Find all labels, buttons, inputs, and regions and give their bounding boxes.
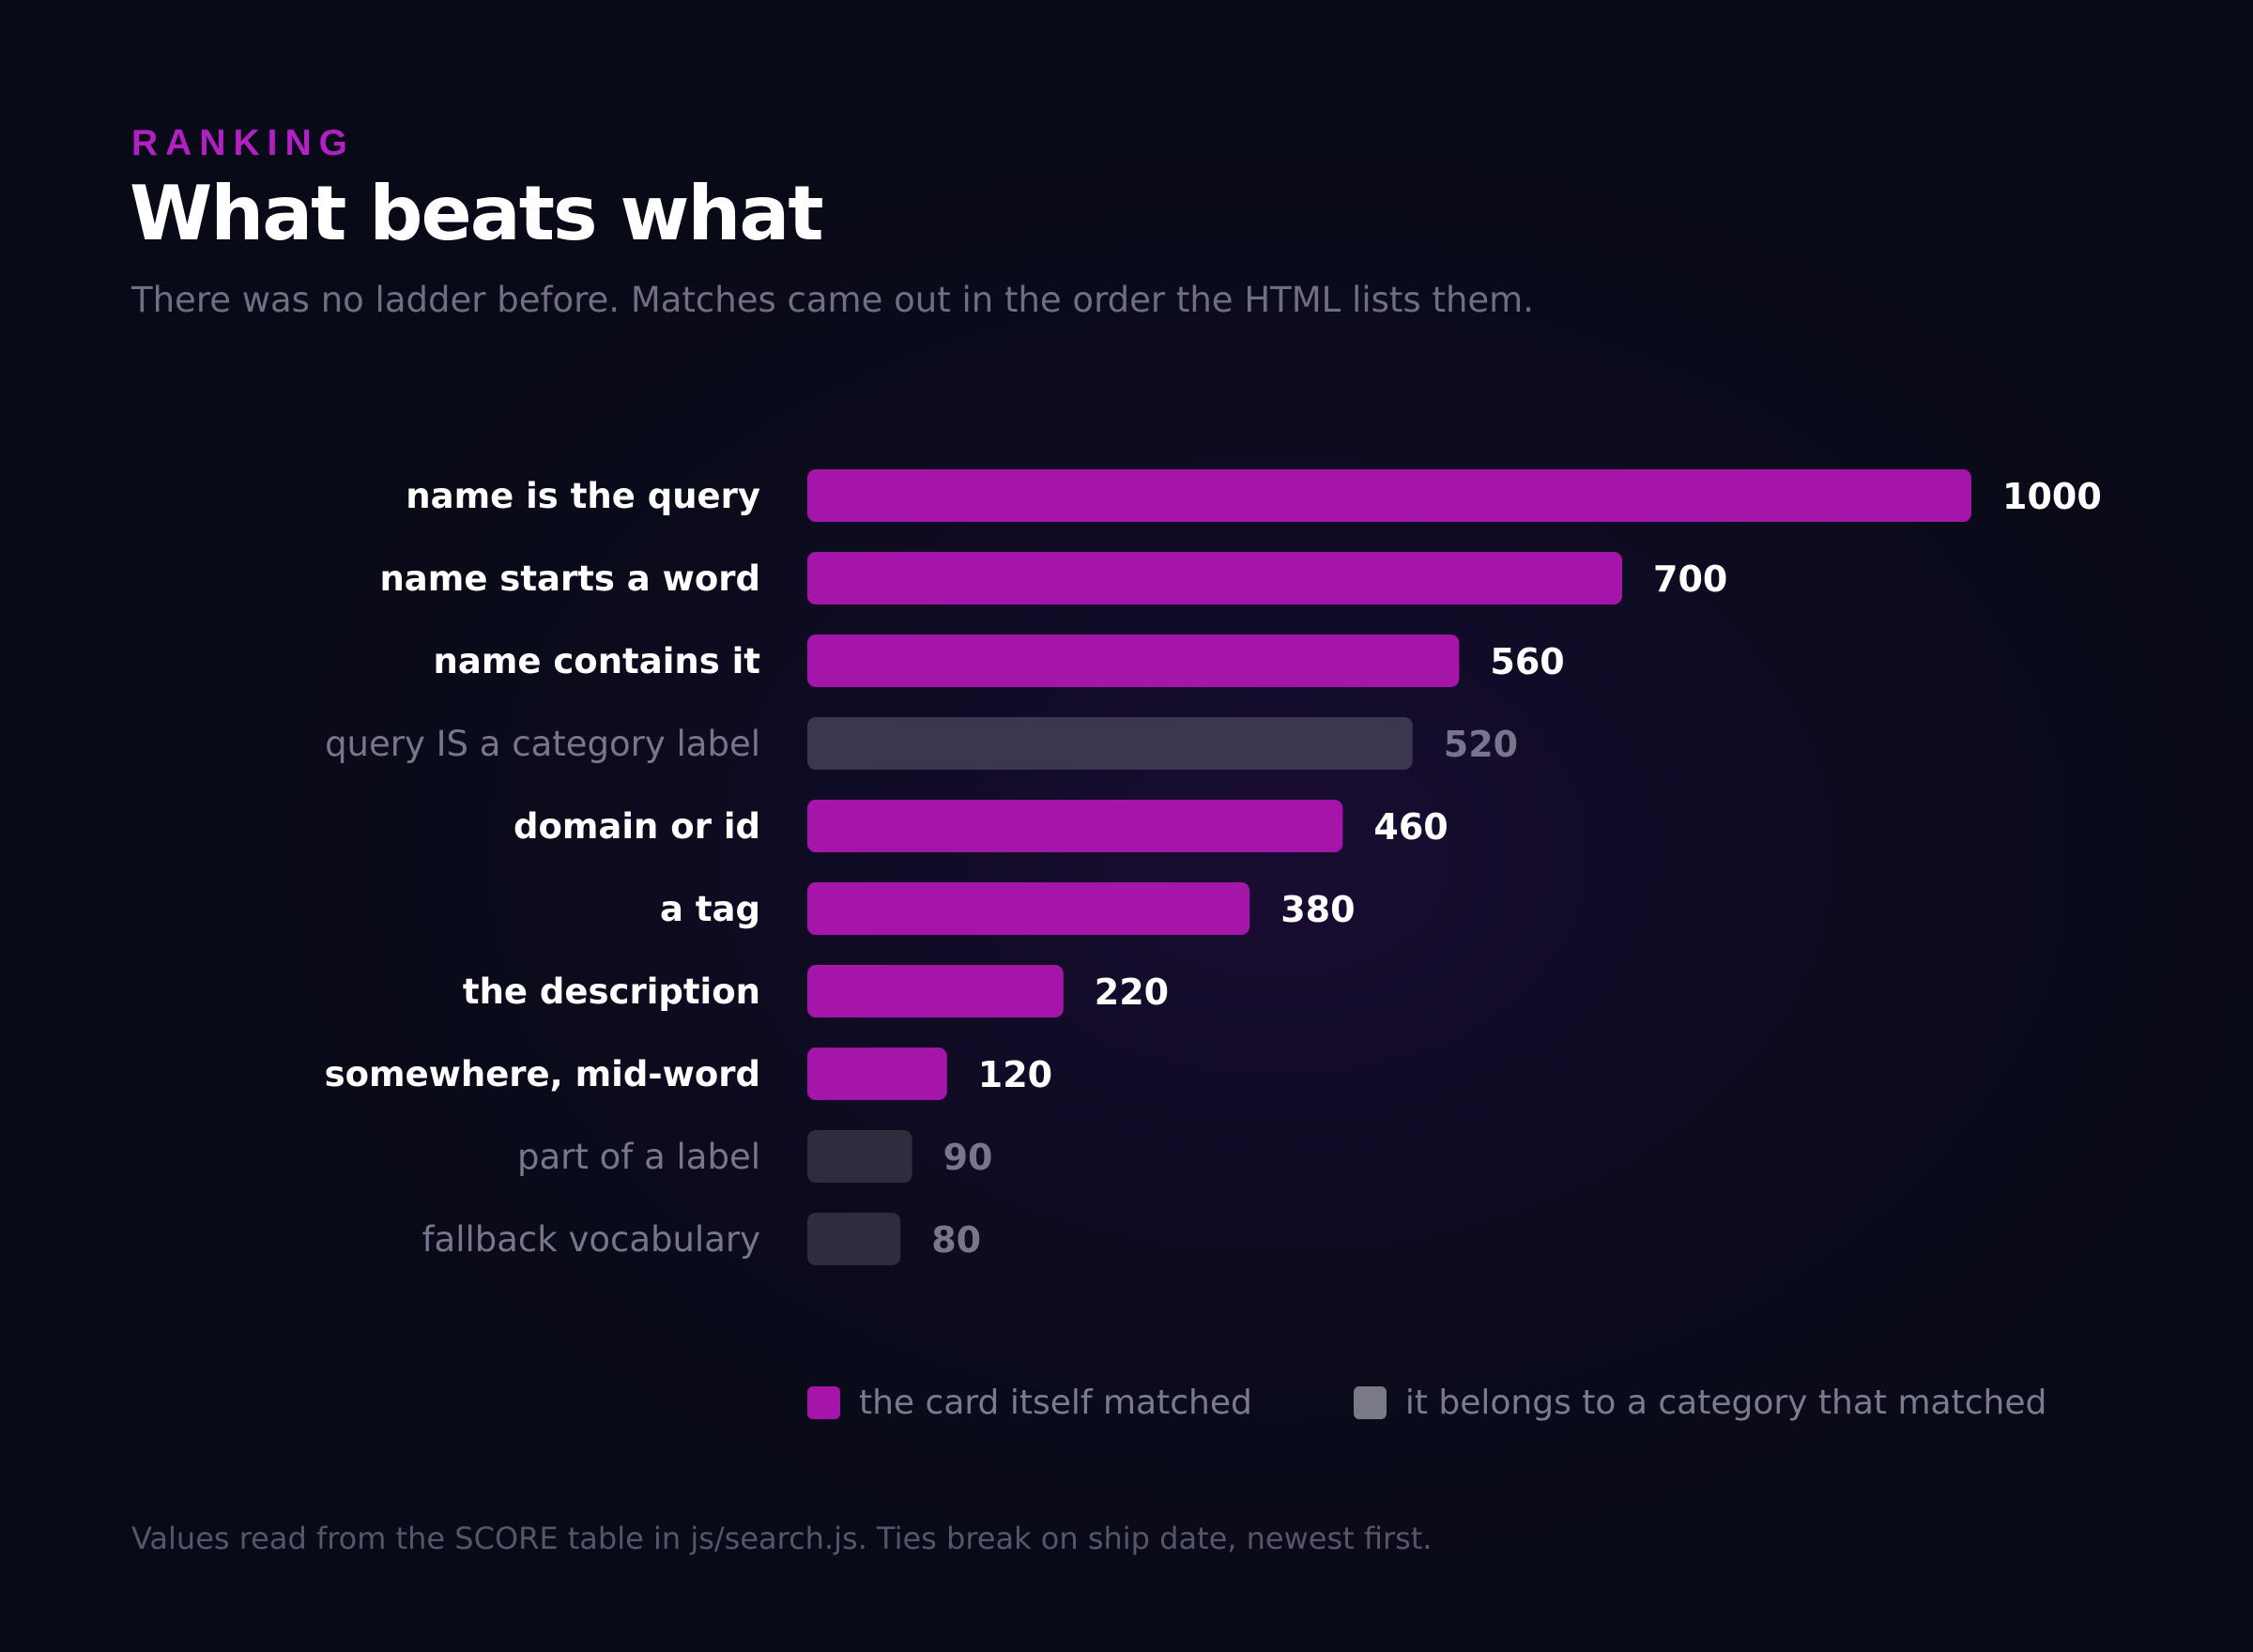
legend-label-direct: the card itself matched	[859, 1384, 1252, 1422]
bar	[807, 1048, 947, 1100]
legend-item-direct: the card itself matched	[807, 1384, 1252, 1422]
value-label: 220	[1095, 971, 1169, 1013]
category-label: name starts a word	[379, 558, 760, 599]
legend-label-category: it belongs to a category that matched	[1404, 1384, 2047, 1422]
value-label: 560	[1490, 641, 1564, 682]
value-label: 700	[1653, 558, 1727, 600]
bar-row: name is the query 1000	[406, 469, 2102, 522]
value-label: 460	[1373, 806, 1448, 848]
bar	[807, 1130, 912, 1183]
category-label: somewhere, mid-word	[325, 1054, 760, 1094]
category-label: a tag	[660, 889, 760, 929]
bar-chart: name is the query 1000 name starts a word 7…	[325, 469, 2102, 1265]
category-label: name contains it	[434, 641, 760, 681]
chart-title: What beats what	[130, 170, 824, 257]
chart-footnote: Values read from the SCORE table in js/s…	[131, 1521, 1433, 1556]
category-label: domain or id	[513, 806, 760, 847]
bar-row: fallback vocabulary 80	[422, 1213, 981, 1265]
bar-row: part of a label 90	[517, 1130, 992, 1183]
bar-row: name contains it 560	[434, 635, 1565, 687]
bar-row: a tag 380	[660, 882, 1356, 935]
bar-row: query IS a category label 520	[325, 717, 1518, 770]
bar	[807, 469, 1971, 522]
bar-row: somewhere, mid-word 120	[325, 1048, 1052, 1100]
bar	[807, 552, 1622, 604]
legend-swatch-direct	[807, 1386, 840, 1419]
bar-row: name starts a word 700	[379, 552, 1727, 604]
value-label: 380	[1280, 889, 1355, 930]
category-label: the description	[463, 971, 760, 1012]
value-label: 120	[978, 1054, 1052, 1095]
bar	[807, 800, 1343, 852]
value-label: 80	[931, 1219, 981, 1261]
category-label: name is the query	[406, 476, 760, 516]
legend-swatch-category	[1353, 1386, 1387, 1419]
chart-eyebrow: RANKING	[131, 123, 355, 163]
bar	[807, 635, 1460, 687]
category-label: fallback vocabulary	[422, 1219, 761, 1260]
legend-item-category: it belongs to a category that matched	[1353, 1384, 2047, 1422]
value-label: 1000	[2002, 476, 2102, 517]
bar-row: the description 220	[463, 965, 1169, 1017]
bar	[807, 717, 1413, 770]
chart-subtitle: There was no ladder before. Matches came…	[131, 280, 1534, 320]
bar	[807, 1213, 901, 1265]
bar	[807, 965, 1064, 1017]
category-label: query IS a category label	[325, 724, 760, 764]
chart-legend: the card itself matched it belongs to a …	[807, 1384, 2046, 1422]
value-label: 520	[1444, 724, 1518, 765]
bar	[807, 882, 1250, 935]
category-label: part of a label	[517, 1137, 760, 1177]
value-label: 90	[943, 1137, 993, 1178]
bar-row: domain or id 460	[513, 800, 1448, 852]
